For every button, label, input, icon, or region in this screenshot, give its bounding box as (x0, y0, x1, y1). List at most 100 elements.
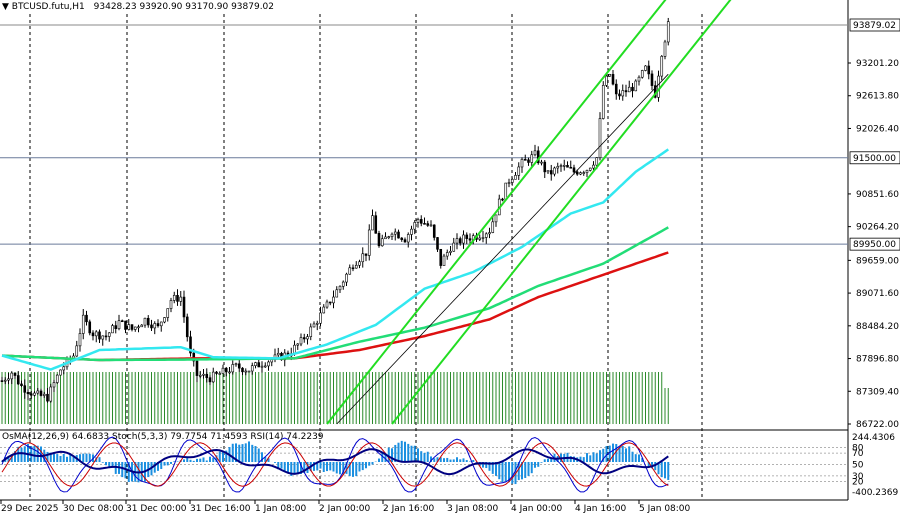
candle-body (198, 374, 202, 377)
candle-body (130, 324, 134, 330)
candle-body (312, 323, 316, 328)
candle-body (449, 250, 452, 253)
candle-body (345, 273, 348, 283)
candle-body (101, 335, 105, 340)
candle-body (478, 237, 482, 240)
ma-mid-line (1, 226, 669, 362)
candle-body (13, 372, 17, 376)
candle-body (533, 150, 537, 156)
candle-body (562, 165, 566, 167)
candle-body (55, 374, 59, 383)
candle-body (436, 237, 439, 250)
y-tick-label: 89071.60 (856, 289, 899, 299)
candle-body (361, 253, 365, 263)
candle-body (127, 324, 131, 330)
candle-body (215, 371, 218, 374)
candle-body (98, 331, 101, 340)
y-tick-label: 86722.00 (856, 420, 899, 430)
candle-body (501, 198, 504, 201)
candle-body (614, 83, 618, 95)
candle-body (517, 166, 521, 176)
candle-body (520, 159, 524, 168)
candle-body (507, 182, 511, 184)
candle-body (445, 252, 449, 257)
candle-body (221, 367, 225, 374)
candle-body (10, 372, 14, 380)
candle-body (553, 167, 556, 175)
candle-body (491, 221, 495, 233)
x-tick-label: 31 Dec 16:00 (190, 504, 251, 514)
candle-body (52, 382, 56, 388)
candle-body (605, 75, 608, 86)
candle-body (29, 393, 33, 396)
symbol-label: BTCUSD.futu,H1 (11, 2, 85, 12)
candle-body (527, 159, 530, 163)
candle-body (205, 373, 209, 378)
candle-body (260, 365, 264, 368)
x-tick-label: 4 Jan 00:00 (511, 504, 563, 514)
candle-body (335, 289, 339, 298)
candle-body (640, 70, 644, 78)
candle-body (458, 238, 462, 244)
candle-body (494, 214, 498, 223)
x-tick-label: 3 Jan 08:00 (447, 504, 499, 514)
x-tick-label: 29 Dec 2025 (1, 504, 59, 514)
candle-body (592, 164, 595, 169)
candle-body (660, 56, 664, 77)
chart-header: ▼ BTCUSD.futu,H1 93428.23 93920.90 93170… (2, 2, 274, 12)
candle-body (481, 237, 485, 239)
stoch-level-label: 20 (852, 478, 864, 488)
candle-body (618, 93, 621, 97)
candle-body (228, 371, 231, 374)
candle-body (276, 352, 280, 356)
candle-body (189, 336, 192, 354)
candle-body (182, 296, 186, 318)
candle-body (257, 362, 261, 368)
candle-body (202, 373, 205, 376)
candle-body (634, 80, 638, 92)
candle-body (208, 377, 212, 383)
candle-body (46, 393, 49, 402)
candle-body (328, 301, 332, 304)
y-tick-label: 93201.20 (856, 59, 899, 69)
candle-body (107, 332, 111, 337)
indicator-header: OsMA(12,26,9) 64.6833 Stoch(5,3,3) 79.77… (2, 432, 324, 442)
candle-body (543, 161, 547, 173)
candle-body (306, 336, 309, 340)
stoch-level-label: 70 (852, 449, 864, 459)
candle-body (351, 267, 355, 270)
stoch-main-line (1, 436, 669, 493)
y-tick-label: 88484.20 (856, 322, 899, 332)
channel-upper-line (326, 0, 667, 425)
candle-body (582, 172, 586, 174)
candle-body (514, 175, 517, 180)
dropdown-triangle-icon[interactable]: ▼ (2, 2, 9, 12)
candle-body (406, 234, 410, 243)
candle-body (332, 296, 335, 304)
candle-body (94, 331, 98, 337)
candle-body (650, 73, 654, 86)
candle-body (140, 324, 144, 328)
candle-body (419, 219, 423, 224)
candle-body (81, 314, 85, 334)
candle-body (172, 295, 176, 301)
candle-body (150, 324, 153, 329)
candle-body (572, 167, 576, 173)
candle-body (621, 90, 625, 97)
candle-body (247, 370, 251, 373)
candle-body (367, 229, 371, 256)
candle-body (250, 365, 254, 372)
candle-body (146, 317, 150, 326)
candle-body (156, 323, 160, 327)
candle-body (237, 363, 241, 369)
candle-body (452, 242, 456, 252)
candle-body (426, 223, 430, 226)
candle-body (111, 325, 114, 334)
candle-body (133, 326, 137, 330)
candle-body (354, 264, 358, 269)
candle-body (601, 85, 605, 119)
candle-body (413, 222, 417, 230)
